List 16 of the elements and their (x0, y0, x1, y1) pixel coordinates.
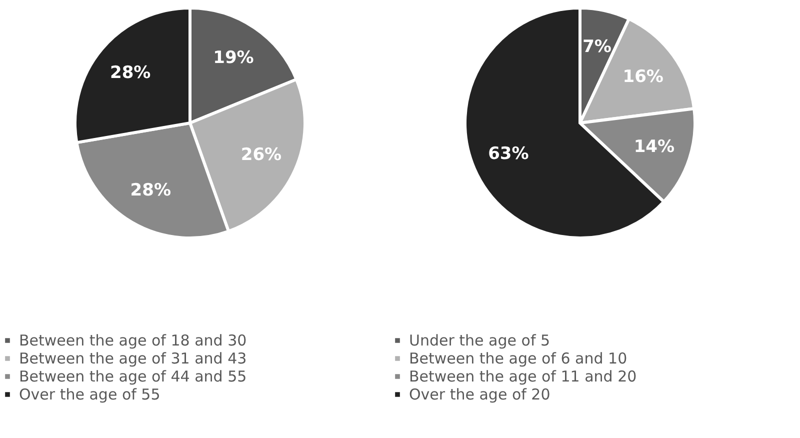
legend-label: Over the age of 20 (409, 386, 550, 404)
data-label: 63% (488, 144, 529, 164)
data-label: 14% (634, 137, 675, 158)
legend-label: Over the age of 55 (19, 386, 160, 404)
data-label: 16% (622, 67, 664, 88)
legend-label: Between the age of 6 and 10 (409, 350, 628, 368)
data-label: 19% (213, 48, 254, 68)
legend-label: Between the age of 44 and 55 (19, 368, 247, 386)
data-label: 26% (240, 144, 282, 165)
legend-label: Between the age of 11 and 20 (409, 368, 637, 386)
data-label: 28% (110, 62, 151, 83)
data-label: 7% (582, 36, 612, 57)
data-label: 28% (130, 180, 171, 200)
legend-label: Under the age of 5 (409, 332, 550, 350)
legend-label: Between the age of 31 and 43 (19, 350, 247, 368)
legend-label: Between the age of 18 and 30 (19, 332, 247, 350)
